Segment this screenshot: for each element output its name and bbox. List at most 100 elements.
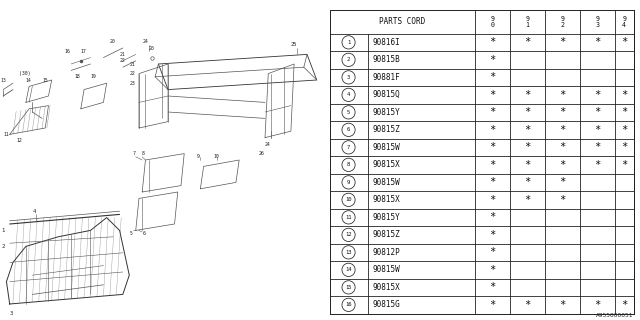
Text: *: * <box>524 37 531 47</box>
Text: *: * <box>490 212 496 222</box>
Text: *: * <box>621 125 627 135</box>
Text: *: * <box>524 195 531 205</box>
Text: *: * <box>594 125 600 135</box>
Text: 14: 14 <box>346 267 352 272</box>
Text: 5: 5 <box>129 231 132 236</box>
Text: 9
3: 9 3 <box>595 16 599 28</box>
Text: *: * <box>490 282 496 292</box>
Text: 7: 7 <box>347 145 350 150</box>
Text: 6: 6 <box>347 127 350 132</box>
Text: 26: 26 <box>259 151 264 156</box>
Text: *: * <box>490 125 496 135</box>
Text: *: * <box>524 125 531 135</box>
Text: *: * <box>524 300 531 310</box>
Text: 10: 10 <box>213 154 219 159</box>
Text: 5: 5 <box>347 110 350 115</box>
Text: 90815B: 90815B <box>372 55 400 64</box>
Text: *: * <box>490 160 496 170</box>
Text: 90815W: 90815W <box>372 143 400 152</box>
Text: 3: 3 <box>10 311 13 316</box>
Text: 21: 21 <box>129 61 135 67</box>
Text: 9: 9 <box>197 154 200 159</box>
Text: *: * <box>621 107 627 117</box>
Text: 90816I: 90816I <box>372 38 400 47</box>
Text: A955000051: A955000051 <box>596 313 634 318</box>
Text: *: * <box>621 300 627 310</box>
Text: *: * <box>559 300 566 310</box>
Text: 90815Y: 90815Y <box>372 213 400 222</box>
Text: 22: 22 <box>129 71 135 76</box>
Text: *: * <box>594 300 600 310</box>
Text: 2: 2 <box>347 57 350 62</box>
Text: *: * <box>524 90 531 100</box>
Text: *: * <box>621 160 627 170</box>
Text: 90815Z: 90815Z <box>372 230 400 239</box>
Text: 90815Q: 90815Q <box>372 90 400 99</box>
Text: 13: 13 <box>346 250 352 255</box>
Text: 15: 15 <box>42 77 48 83</box>
Text: 25: 25 <box>291 42 298 47</box>
Text: PARTS CORD: PARTS CORD <box>380 17 426 26</box>
Text: 21: 21 <box>120 52 125 57</box>
Text: 15: 15 <box>346 285 352 290</box>
Text: 90881F: 90881F <box>372 73 400 82</box>
Text: 17: 17 <box>81 49 86 54</box>
Text: *: * <box>621 90 627 100</box>
Text: *: * <box>490 247 496 257</box>
Text: *: * <box>621 37 627 47</box>
Text: *: * <box>621 142 627 152</box>
Text: *: * <box>594 107 600 117</box>
Text: 24: 24 <box>142 39 148 44</box>
Text: *: * <box>594 142 600 152</box>
Text: *: * <box>524 142 531 152</box>
Text: 6: 6 <box>142 231 145 236</box>
Text: 9
1: 9 1 <box>525 16 529 28</box>
Text: 90815X: 90815X <box>372 283 400 292</box>
Text: 16: 16 <box>65 49 70 54</box>
Text: 1: 1 <box>347 40 350 45</box>
Text: 22: 22 <box>120 58 125 63</box>
Text: 90815G: 90815G <box>372 300 400 309</box>
Text: *: * <box>559 142 566 152</box>
Text: 16: 16 <box>346 302 352 307</box>
Text: 18: 18 <box>74 74 80 79</box>
Text: *: * <box>490 72 496 82</box>
Text: 11: 11 <box>3 132 9 137</box>
Text: *: * <box>559 37 566 47</box>
Text: 9: 9 <box>347 180 350 185</box>
Text: *: * <box>559 160 566 170</box>
Text: 9
4: 9 4 <box>622 16 626 28</box>
Text: *: * <box>490 300 496 310</box>
Text: 90815X: 90815X <box>372 195 400 204</box>
Text: *: * <box>490 107 496 117</box>
Text: *: * <box>559 107 566 117</box>
Text: *: * <box>524 107 531 117</box>
Text: 8: 8 <box>142 151 145 156</box>
Text: 12: 12 <box>16 138 22 143</box>
Text: *: * <box>490 90 496 100</box>
Text: *: * <box>594 90 600 100</box>
Text: 19: 19 <box>90 74 96 79</box>
Text: 20: 20 <box>148 45 154 51</box>
Text: 23: 23 <box>129 81 135 86</box>
Text: 90815Y: 90815Y <box>372 108 400 117</box>
Text: *: * <box>524 177 531 187</box>
Text: 24: 24 <box>265 141 271 147</box>
Text: *: * <box>490 55 496 65</box>
Text: *: * <box>524 160 531 170</box>
Text: *: * <box>594 37 600 47</box>
Text: *: * <box>490 177 496 187</box>
Text: 11: 11 <box>346 215 352 220</box>
Text: *: * <box>490 142 496 152</box>
Text: *: * <box>559 125 566 135</box>
Text: 3: 3 <box>347 75 350 80</box>
Text: *: * <box>490 37 496 47</box>
Text: 90815X: 90815X <box>372 160 400 169</box>
Text: (30): (30) <box>19 71 31 76</box>
Text: 4: 4 <box>32 209 36 214</box>
Text: 1: 1 <box>2 228 5 233</box>
Text: 7: 7 <box>132 151 136 156</box>
Text: *: * <box>559 195 566 205</box>
Text: *: * <box>559 90 566 100</box>
Text: *: * <box>490 265 496 275</box>
